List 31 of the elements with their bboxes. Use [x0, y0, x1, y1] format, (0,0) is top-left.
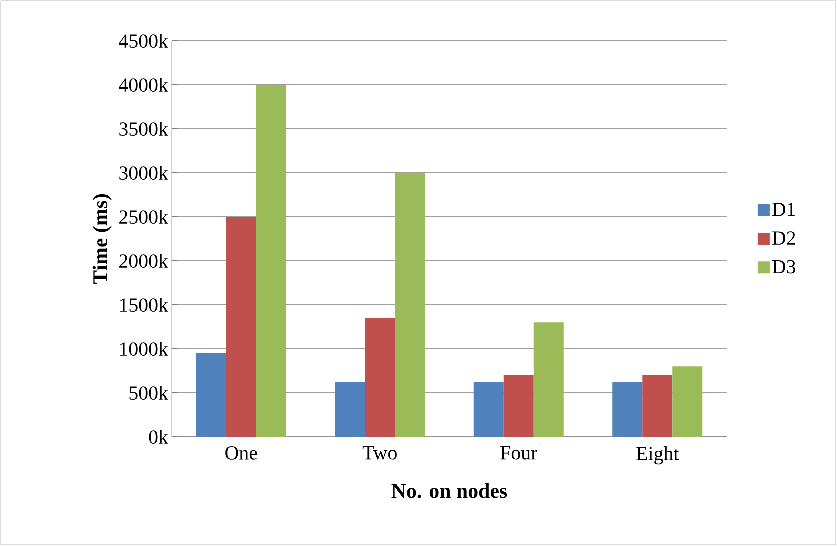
bar	[256, 85, 286, 437]
bar	[335, 382, 366, 437]
y-tick-label: 1500k	[120, 298, 168, 312]
bar	[504, 375, 534, 437]
bar	[672, 366, 703, 437]
legend-label: D3	[772, 260, 796, 274]
y-axis-title: Time (ms)	[92, 194, 112, 284]
y-tick-label: 3000k	[120, 166, 168, 180]
bar	[196, 353, 226, 437]
bar	[642, 375, 673, 437]
y-tick-label: 2500k	[120, 210, 168, 224]
bar	[395, 173, 426, 437]
x-tick-label: Four	[500, 446, 538, 460]
y-tick-label: 2000k	[120, 254, 168, 268]
y-tick-label: 4000k	[119, 78, 168, 92]
x-tick-label: Eight	[636, 446, 680, 465]
bar	[226, 217, 256, 437]
legend-label: D1	[772, 203, 796, 216]
y-tick-label: 3500k	[120, 122, 168, 136]
y-tick-label: 500k	[130, 386, 168, 400]
y-tick-label: 4500k	[119, 34, 168, 48]
y-tick-label: 1000k	[120, 342, 168, 356]
legend-label: D2	[772, 232, 796, 245]
bar	[534, 322, 564, 437]
bar	[365, 318, 396, 437]
y-tick-label: 0k	[149, 430, 168, 444]
x-tick-label: Two	[362, 446, 397, 460]
bar	[474, 382, 504, 437]
x-axis-title: No. on nodes	[392, 483, 508, 498]
bar	[612, 382, 643, 437]
x-tick-label: One	[226, 446, 258, 460]
